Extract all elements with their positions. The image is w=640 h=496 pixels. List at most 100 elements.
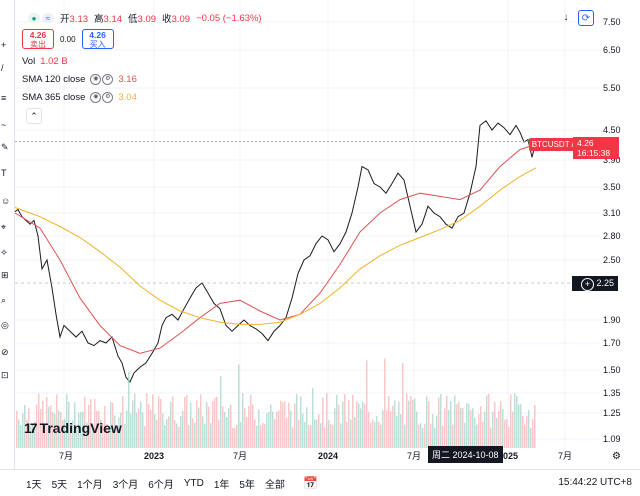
change-value: −0.05 (−1.63%) bbox=[196, 12, 262, 24]
series-visibility-toggle[interactable]: ● ≈ bbox=[28, 13, 54, 23]
volume-bar bbox=[190, 402, 192, 448]
volume-bar bbox=[508, 427, 510, 448]
drawing-tool-icon[interactable]: ☺ bbox=[1, 196, 11, 206]
range-5y[interactable]: 5年 bbox=[239, 479, 255, 491]
volume-bar bbox=[316, 419, 318, 448]
range-3m[interactable]: 3个月 bbox=[112, 479, 139, 491]
plus-circle-icon[interactable]: + bbox=[581, 278, 594, 291]
volume-bar bbox=[502, 409, 504, 448]
drawing-tool-icon[interactable]: ⌕ bbox=[1, 295, 7, 305]
volume-bar bbox=[282, 402, 284, 448]
range-ytd[interactable]: YTD bbox=[183, 477, 204, 489]
drawing-tool-icon[interactable]: ~ bbox=[1, 120, 7, 130]
drawing-tool-icon[interactable]: ◎ bbox=[1, 320, 9, 330]
volume-bar bbox=[114, 415, 116, 448]
volume-bar bbox=[348, 400, 350, 448]
volume-bar bbox=[286, 418, 288, 448]
eye-icon[interactable]: ◉ bbox=[90, 74, 102, 85]
drawing-tool-icon[interactable]: + bbox=[1, 40, 7, 50]
volume-bar bbox=[178, 427, 180, 448]
volume-bar bbox=[186, 394, 188, 448]
indicator-controls[interactable]: ◉ ⚙ bbox=[90, 92, 114, 103]
volume-bar bbox=[26, 419, 28, 448]
range-5d[interactable]: 5天 bbox=[51, 479, 68, 491]
volume-bar bbox=[154, 414, 156, 448]
volume-bar bbox=[464, 423, 466, 448]
volume-bar bbox=[402, 363, 404, 448]
time-axis-label: 7月 bbox=[558, 451, 572, 461]
volume-bar bbox=[58, 410, 60, 448]
gear-icon[interactable]: ⚙ bbox=[102, 74, 114, 85]
volume-bar bbox=[436, 415, 438, 448]
volume-bar bbox=[466, 403, 468, 448]
volume-bar bbox=[234, 427, 236, 448]
range-1m[interactable]: 1个月 bbox=[77, 479, 103, 491]
price-axis-label: 1.35 bbox=[603, 388, 621, 398]
buy-price: 4.26 bbox=[89, 30, 106, 40]
drawing-tool-icon[interactable]: / bbox=[1, 63, 4, 73]
volume-label: Vol bbox=[22, 56, 36, 67]
sync-icon[interactable]: ⟳ bbox=[578, 10, 594, 26]
volume-bar bbox=[256, 426, 258, 448]
time-axis-label: 7月 bbox=[233, 451, 247, 461]
volume-bar bbox=[526, 415, 528, 448]
volume-bar bbox=[350, 419, 352, 448]
indicator-controls[interactable]: ◉ ⚙ bbox=[90, 74, 114, 85]
range-1d[interactable]: 1天 bbox=[26, 479, 42, 491]
sma365-value: 3.04 bbox=[118, 92, 137, 103]
volume-bar bbox=[304, 422, 306, 448]
eye-icon[interactable]: ● bbox=[28, 13, 40, 23]
volume-legend[interactable]: Vol 1.02 B bbox=[22, 56, 68, 67]
drawing-tool-icon[interactable]: ≡ bbox=[1, 93, 7, 103]
volume-bar bbox=[322, 397, 324, 448]
volume-bar bbox=[262, 423, 264, 448]
range-bar: 1天 5天 1个月 3个月 6个月 YTD 1年 5年 全部 📅 15:44:2… bbox=[0, 469, 640, 496]
sell-button[interactable]: 4.26 卖出 bbox=[22, 29, 54, 49]
close-label: 收 bbox=[162, 14, 172, 25]
drawing-tool-icon[interactable]: ⊡ bbox=[1, 370, 9, 380]
volume-bar bbox=[238, 364, 240, 448]
range-all[interactable]: 全部 bbox=[264, 479, 285, 491]
drawing-tool-icon[interactable]: ⟡ bbox=[1, 247, 7, 257]
sell-price: 4.26 bbox=[29, 30, 47, 40]
buy-button[interactable]: 4.26 买入 bbox=[81, 29, 114, 49]
wave-icon[interactable]: ≈ bbox=[42, 13, 54, 23]
volume-bar bbox=[458, 401, 460, 448]
crosshair-date-tag: 周二 2024-10-08 bbox=[428, 446, 503, 463]
gear-icon[interactable]: ⚙ bbox=[102, 92, 114, 103]
drawing-tool-icon[interactable]: ⊘ bbox=[1, 347, 9, 357]
volume-bar bbox=[130, 413, 132, 448]
sma120-legend[interactable]: SMA 120 close ◉ ⚙ 3.16 bbox=[22, 74, 137, 85]
sma365-legend[interactable]: SMA 365 close ◉ ⚙ 3.04 bbox=[22, 92, 137, 103]
collapse-legend-button[interactable]: ⌃ bbox=[26, 108, 42, 124]
volume-bar bbox=[258, 409, 260, 448]
volume-bar bbox=[408, 400, 410, 448]
price-chart[interactable]: 7.50 6.50 5.50 4.50 3.90 3.50 3.10 2.80 2.50 1.90… bbox=[0, 0, 640, 470]
volume-bar bbox=[450, 401, 452, 448]
drawing-tool-icon[interactable]: ⌖ bbox=[1, 222, 7, 232]
volume-bar bbox=[494, 401, 496, 448]
drawing-tool-icon[interactable]: T bbox=[1, 168, 7, 178]
volume-bar bbox=[224, 411, 226, 448]
range-6m[interactable]: 6个月 bbox=[148, 479, 174, 491]
volume-bar bbox=[16, 410, 18, 448]
volume-bar bbox=[272, 411, 274, 448]
volume-bar bbox=[208, 406, 210, 448]
price-axis-label: 1.25 bbox=[603, 408, 621, 418]
drawing-tool-icon[interactable]: ⊞ bbox=[1, 270, 9, 280]
volume-bar bbox=[416, 411, 418, 448]
drawing-tool-icon[interactable]: ✎ bbox=[1, 142, 9, 152]
volume-bar bbox=[168, 416, 170, 448]
volume-bar bbox=[184, 397, 186, 448]
volume-bar bbox=[318, 414, 320, 448]
eye-icon[interactable]: ◉ bbox=[90, 92, 102, 103]
range-1y[interactable]: 1年 bbox=[213, 479, 230, 491]
calendar-icon[interactable]: 📅 bbox=[302, 476, 318, 490]
volume-bar bbox=[484, 411, 486, 448]
volume-bar bbox=[200, 394, 202, 448]
drawing-toolbar: + / ≡ ~ ✎ T ☺ ⌖ ⟡ ⊞ ⌕ ◎ ⊘ ⊡ bbox=[0, 0, 15, 470]
high-label: 高 bbox=[94, 14, 104, 25]
volume-bar bbox=[118, 417, 120, 448]
arrow-down-icon[interactable]: ↓ bbox=[563, 11, 569, 23]
volume-bar bbox=[378, 421, 380, 448]
